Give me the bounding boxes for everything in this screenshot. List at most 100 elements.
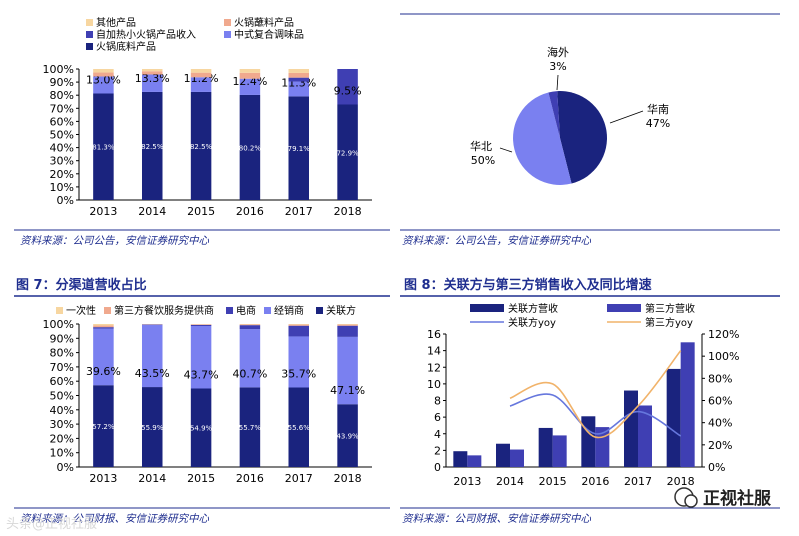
x-tick-label: 2016: [581, 475, 609, 488]
y-tick-label-right: 60%: [708, 395, 732, 408]
x-tick-label: 2013: [453, 475, 481, 488]
y-tick-label-right: 0%: [708, 461, 725, 474]
y-tick-label: 30%: [50, 418, 74, 431]
bar-segment: [288, 69, 310, 73]
bar-segment: [239, 69, 261, 73]
data-label: 79.1%: [288, 145, 311, 153]
x-tick-label: 2018: [334, 205, 362, 218]
y-tick-label: 0%: [57, 194, 74, 207]
yoy-line: [509, 350, 682, 439]
slice-value: 3%: [549, 60, 566, 73]
legend-label: 电商: [236, 304, 256, 317]
bar-third: [680, 342, 695, 467]
leader-line: [499, 147, 513, 153]
bar-third: [510, 449, 524, 467]
legend-swatch: [607, 304, 641, 312]
legend-label: 中式复合调味品: [234, 28, 304, 41]
bar-segment: [190, 91, 212, 200]
y-tick-label: 20%: [50, 168, 74, 181]
data-label: 82.5%: [141, 143, 164, 151]
data-label: 55.7%: [239, 424, 262, 432]
source-note: 资料来源：公司财报、安信证券研究中心: [402, 513, 591, 525]
data-label: 43.9%: [336, 433, 359, 441]
bar-segment: [93, 325, 114, 328]
legend-swatch: [470, 304, 504, 312]
data-label: 55.9%: [141, 424, 164, 432]
bar-segment: [288, 324, 310, 326]
data-label: 13.0%: [86, 73, 121, 86]
y-tick-label: 60%: [50, 375, 74, 388]
data-label: 43.5%: [135, 367, 170, 380]
bar-segment: [288, 96, 310, 200]
bar-related: [538, 427, 553, 467]
y-tick-label-left: 14: [427, 345, 441, 358]
watermark-corner: 头条@正视社服: [6, 516, 97, 532]
legend-label: 经销商: [274, 304, 304, 317]
bar-segment: [288, 336, 310, 388]
x-tick-label: 2014: [496, 475, 524, 488]
x-tick-label: 2017: [624, 475, 652, 488]
slice-name: 海外: [547, 45, 569, 59]
pie-slice: [557, 90, 607, 184]
bar-segment: [190, 69, 212, 73]
x-tick-label: 2018: [334, 472, 362, 485]
wechat-icon-small: [684, 494, 698, 508]
pie-slice: [548, 91, 560, 138]
y-tick-label-right: 20%: [708, 439, 732, 452]
y-tick-label: 100%: [43, 63, 74, 76]
y-tick-label: 40%: [50, 404, 74, 417]
bar-related: [581, 416, 596, 467]
y-tick-label-left: 2: [434, 444, 441, 457]
legend-swatch: [316, 307, 323, 314]
legend-label: 一次性: [66, 304, 96, 317]
bar-segment: [141, 69, 163, 72]
legend-label: 关联方yoy: [508, 316, 556, 329]
bar-segment: [337, 104, 358, 200]
bar-segment: [190, 326, 212, 389]
bar-segment: [239, 387, 261, 467]
leader-line: [609, 110, 644, 124]
data-label: 43.7%: [184, 368, 219, 381]
bar-segment: [141, 324, 163, 388]
figure-8-title: 图 8：关联方与第三方销售收入及同比增速: [404, 277, 652, 293]
legend-label: 第三方营收: [645, 302, 695, 315]
data-label: 39.6%: [86, 365, 121, 378]
y-tick-label-right: 100%: [708, 350, 739, 363]
legend-label: 火锅蘸料产品: [234, 16, 294, 29]
bar-segment: [141, 91, 163, 200]
bar-segment: [93, 93, 114, 200]
bar-segment: [239, 325, 261, 330]
x-tick-label: 2014: [138, 472, 166, 485]
x-tick-label: 2015: [539, 475, 567, 488]
x-tick-label: 2015: [187, 205, 215, 218]
x-tick-label: 2017: [285, 205, 313, 218]
figure-7-title: 图 7：分渠道营收占比: [16, 277, 147, 293]
y-tick-label: 60%: [50, 115, 74, 128]
slice-name: 华南: [647, 102, 669, 116]
bar-segment: [288, 72, 310, 78]
leader-line: [556, 74, 559, 91]
y-tick-label: 90%: [50, 332, 74, 345]
bar-segment: [93, 76, 114, 94]
bar-segment: [337, 325, 358, 337]
bar-segment: [141, 71, 163, 75]
y-tick-label: 10%: [50, 181, 74, 194]
x-tick-label: 2015: [187, 472, 215, 485]
bar-segment: [239, 72, 261, 79]
y-tick-label-right: 80%: [708, 372, 732, 385]
legend-swatch: [264, 307, 271, 314]
slice-value: 50%: [471, 154, 495, 167]
x-tick-label: 2013: [89, 472, 117, 485]
bar-segment: [239, 94, 261, 200]
source-note: 资料来源：公司公告，安信证券研究中心: [20, 235, 209, 247]
bar-segment: [288, 77, 310, 82]
y-tick-label-right: 120%: [708, 328, 739, 341]
slice-value: 47%: [646, 117, 670, 130]
y-tick-label: 10%: [50, 447, 74, 460]
bar-related: [496, 443, 510, 467]
data-label: 72.9%: [336, 149, 359, 157]
data-label: 80.2%: [239, 144, 262, 152]
